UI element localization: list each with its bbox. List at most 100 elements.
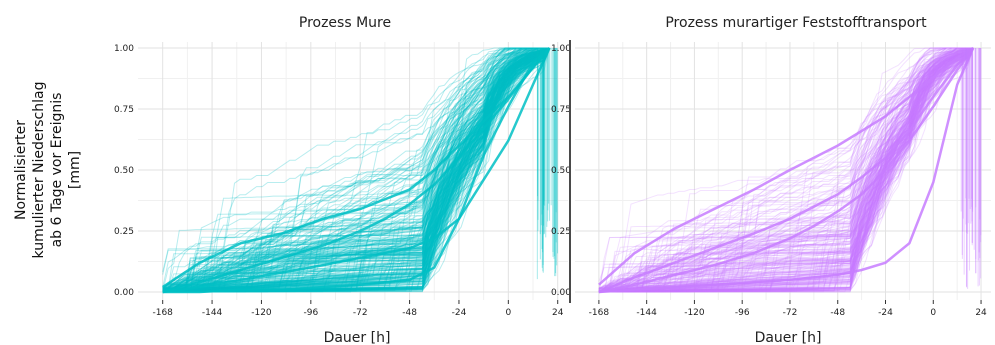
curve-line: [598, 47, 974, 293]
curve-line: [598, 47, 974, 292]
curve-line: [162, 47, 550, 293]
curve-line: [598, 47, 974, 293]
curve-line: [598, 47, 974, 293]
curve-line: [598, 47, 974, 293]
curve-line: [598, 47, 974, 293]
curve-line: [162, 47, 550, 293]
curve-line: [598, 47, 974, 293]
x-tick-label: -48: [830, 308, 845, 318]
curve-line: [598, 47, 974, 293]
curve-line: [598, 47, 974, 293]
curve-line: [162, 47, 550, 292]
curve-line: [598, 47, 974, 293]
curve-line: [162, 47, 550, 289]
curve-line: [598, 47, 974, 293]
curve-line: [162, 47, 550, 293]
curve-line: [598, 47, 974, 293]
curve-line: [598, 47, 974, 293]
curve-line: [598, 47, 974, 293]
curve-line: [598, 47, 974, 293]
curve-line: [598, 47, 974, 290]
curve-line: [598, 47, 974, 293]
curve-line: [598, 47, 974, 289]
curve-line: [598, 47, 974, 293]
curve-line: [162, 47, 550, 293]
curve-line: [598, 47, 974, 290]
y-tick-labels: 0.00 0.25 0.50 0.75 1.00: [114, 44, 134, 298]
x-tick-label: -96: [735, 308, 750, 318]
curve-line: [598, 47, 974, 293]
curve-line: [162, 47, 550, 291]
x-tick-label: -144: [202, 308, 223, 318]
curve-line: [598, 47, 974, 293]
curve-line: [162, 47, 550, 289]
curve-line: [162, 47, 550, 292]
curve-line: [598, 47, 974, 293]
series-line: [598, 47, 975, 294]
curve-line: [162, 47, 550, 293]
curve-line: [598, 47, 974, 291]
x-tick-label: -24: [878, 308, 893, 318]
curve-line: [162, 47, 550, 293]
curve-line: [598, 47, 974, 290]
curve-line: [598, 47, 974, 293]
curve-line: [162, 47, 550, 288]
curve-line: [598, 47, 974, 293]
curve-line: [162, 47, 550, 289]
x-tick-label: -120: [684, 308, 705, 318]
x-tick-label: -168: [152, 308, 173, 318]
curve-line: [598, 47, 974, 293]
curve-line: [162, 47, 550, 292]
curve-line: [598, 47, 974, 289]
curve-line: [598, 47, 974, 293]
curve-line: [598, 47, 974, 289]
curve-line: [162, 47, 550, 293]
curve-line: [598, 47, 974, 293]
curve-line: [598, 47, 974, 293]
curve-line: [162, 47, 550, 291]
curve-line: [162, 47, 550, 293]
curve-line: [162, 47, 550, 293]
x-tick-label: -48: [402, 308, 417, 318]
curve-line: [162, 47, 550, 290]
series-line: [162, 47, 551, 294]
curve-line: [162, 47, 550, 292]
curve-line: [162, 47, 550, 293]
curve-line: [162, 47, 550, 289]
curve-line: [598, 47, 974, 293]
y-axis-label-line-1: Normalisierter: [13, 120, 29, 220]
curve-line: [598, 47, 974, 293]
curve-line: [598, 47, 974, 293]
y-tick-label: 0.50: [114, 166, 134, 176]
curve-line: [162, 47, 550, 292]
curve-line: [162, 47, 550, 293]
curve-line: [162, 47, 550, 291]
curve-line: [598, 47, 974, 293]
curve-line: [162, 47, 550, 293]
curve-line: [162, 47, 550, 293]
curve-line: [162, 47, 550, 289]
x-tick-label: 0: [930, 308, 936, 318]
curve-line: [598, 47, 974, 293]
curve-line: [162, 47, 550, 292]
curve-line: [162, 47, 550, 292]
curve-line: [162, 47, 550, 290]
curve-line: [598, 47, 974, 290]
curve-line: [598, 47, 974, 293]
curve-line: [598, 47, 974, 293]
curve-line: [598, 47, 974, 293]
curve-line: [598, 47, 974, 293]
curve-line: [598, 47, 974, 293]
curve-line: [162, 47, 550, 292]
curve-line: [162, 47, 550, 291]
curve-line: [598, 47, 974, 293]
curve-line: [598, 47, 974, 293]
curve-line: [162, 47, 550, 293]
curve-line: [162, 47, 550, 293]
curve-line: [598, 47, 974, 291]
curve-line: [598, 47, 974, 291]
curve-line: [162, 47, 550, 289]
curve-line: [162, 47, 550, 292]
curve-line: [598, 47, 974, 293]
curve-line: [598, 47, 974, 293]
